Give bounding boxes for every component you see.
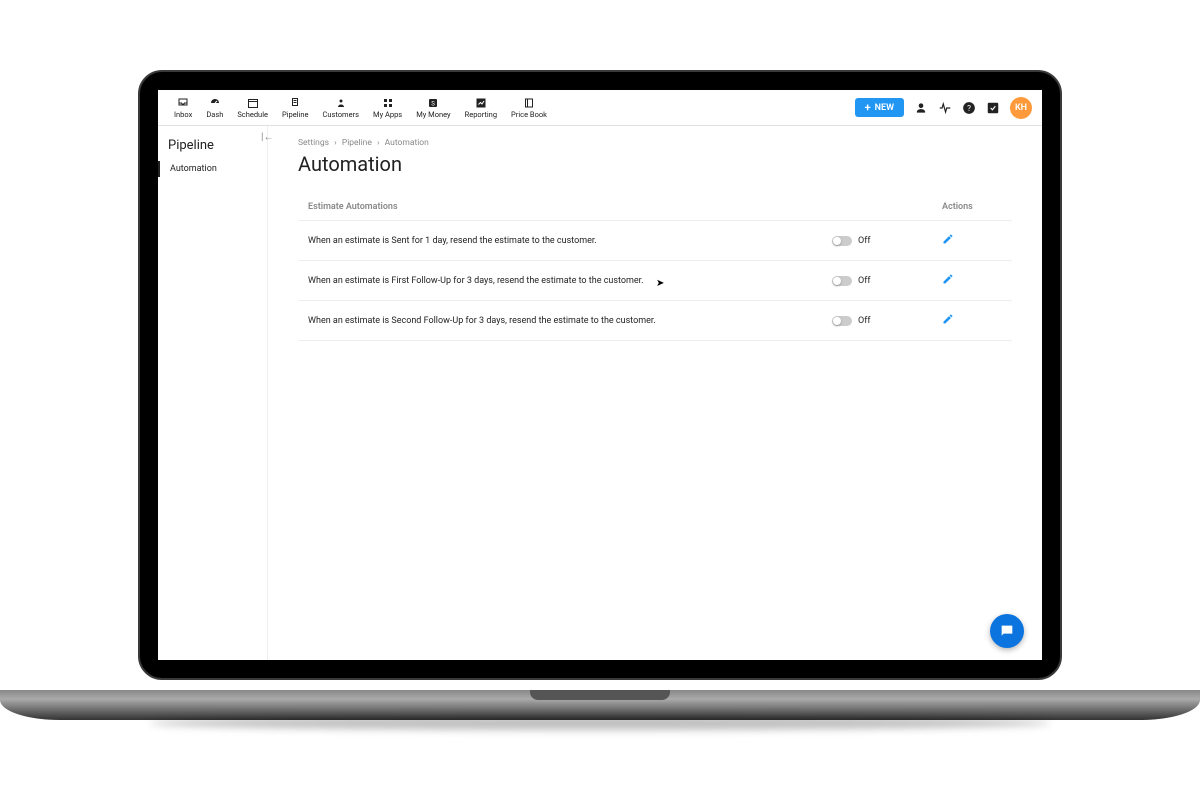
nav-item-my-apps[interactable]: My Apps xyxy=(367,95,408,121)
activity-icon[interactable] xyxy=(938,101,952,115)
body-area: Pipeline Automation |← Settings › Pipeli… xyxy=(158,126,1042,660)
user-icon[interactable] xyxy=(914,101,928,115)
table-header: Estimate Automations Actions xyxy=(298,194,1012,220)
breadcrumb-sep: › xyxy=(377,138,380,148)
nav-item-dash[interactable]: Dash xyxy=(200,95,229,121)
automation-row: When an estimate is Sent for 1 day, rese… xyxy=(298,220,1012,260)
topbar: Inbox Dash Schedule Pipeline Customers My App… xyxy=(158,90,1042,126)
breadcrumb-sep: › xyxy=(334,138,337,148)
dash-icon xyxy=(208,97,222,109)
breadcrumb-item[interactable]: Settings xyxy=(298,138,329,148)
reporting-icon xyxy=(474,97,488,109)
sidebar-item-label: Automation xyxy=(170,164,217,174)
edit-button[interactable] xyxy=(942,318,954,328)
sidebar-item-automation[interactable]: Automation xyxy=(158,161,267,177)
laptop-frame: Inbox Dash Schedule Pipeline Customers My App… xyxy=(138,70,1062,680)
nav-item-reporting[interactable]: Reporting xyxy=(459,95,503,121)
svg-text:?: ? xyxy=(967,102,971,112)
automation-desc: When an estimate is Sent for 1 day, rese… xyxy=(308,236,832,246)
nav-label: Reporting xyxy=(465,110,497,119)
toggle-state: Off xyxy=(858,276,870,286)
pipeline-icon xyxy=(288,97,302,109)
nav-label: Pipeline xyxy=(282,110,309,119)
new-button[interactable]: + NEW xyxy=(855,98,904,117)
page-title: Automation xyxy=(298,152,1012,176)
nav-item-schedule[interactable]: Schedule xyxy=(231,95,274,121)
nav-item-price-book[interactable]: Price Book xyxy=(505,95,553,121)
automation-desc: When an estimate is Second Follow-Up for… xyxy=(308,316,832,326)
nav-item-my-money[interactable]: S My Money xyxy=(410,95,456,121)
breadcrumb: Settings › Pipeline › Automation xyxy=(298,138,1012,148)
toggle-state: Off xyxy=(858,316,870,326)
automation-desc: When an estimate is First Follow-Up for … xyxy=(308,276,832,286)
svg-text:S: S xyxy=(432,100,436,107)
nav-label: Inbox xyxy=(174,110,192,119)
nav-item-inbox[interactable]: Inbox xyxy=(168,95,198,121)
breadcrumb-current: Automation xyxy=(385,138,429,148)
inbox-icon xyxy=(176,97,190,109)
toggle-switch[interactable] xyxy=(832,316,852,326)
edit-button[interactable] xyxy=(942,278,954,288)
customers-icon xyxy=(334,97,348,109)
automation-row: When an estimate is Second Follow-Up for… xyxy=(298,300,1012,341)
breadcrumb-item[interactable]: Pipeline xyxy=(342,138,372,148)
nav-item-customers[interactable]: Customers xyxy=(317,95,366,121)
col-header-left: Estimate Automations xyxy=(308,202,832,212)
nav-label: My Money xyxy=(416,110,450,119)
schedule-icon xyxy=(246,97,260,109)
plus-icon: + xyxy=(865,102,871,113)
sidebar-title: Pipeline xyxy=(158,136,267,161)
toggle-switch[interactable] xyxy=(832,276,852,286)
nav-label: Dash xyxy=(206,110,223,119)
avatar[interactable]: KH xyxy=(1010,97,1032,119)
app-screen: Inbox Dash Schedule Pipeline Customers My App… xyxy=(158,90,1042,660)
laptop-shadow xyxy=(150,716,1050,730)
toggle-state: Off xyxy=(858,236,870,246)
nav-label: Price Book xyxy=(511,110,547,119)
nav-label: My Apps xyxy=(373,110,402,119)
help-icon[interactable]: ? xyxy=(962,101,976,115)
nav-right: + NEW ? KH xyxy=(855,97,1032,119)
col-header-toggle xyxy=(832,202,942,212)
checklist-icon[interactable] xyxy=(986,101,1000,115)
table-body: When an estimate is Sent for 1 day, rese… xyxy=(298,220,1012,341)
collapse-sidebar-icon[interactable]: |← xyxy=(261,132,273,143)
automation-row: When an estimate is First Follow-Up for … xyxy=(298,260,1012,300)
avatar-initials: KH xyxy=(1015,103,1027,113)
apps-icon xyxy=(381,97,395,109)
money-icon: S xyxy=(426,97,440,109)
nav-item-pipeline[interactable]: Pipeline xyxy=(276,95,315,121)
chat-bubble[interactable] xyxy=(990,614,1024,648)
nav-left: Inbox Dash Schedule Pipeline Customers My App… xyxy=(168,95,553,121)
main-content: Settings › Pipeline › Automation Automat… xyxy=(268,126,1042,660)
edit-button[interactable] xyxy=(942,238,954,248)
toggle-switch[interactable] xyxy=(832,236,852,246)
pricebook-icon xyxy=(522,97,536,109)
nav-label: Schedule xyxy=(237,110,268,119)
col-header-right: Actions xyxy=(942,202,1002,212)
new-button-label: NEW xyxy=(875,103,894,113)
sidebar: Pipeline Automation xyxy=(158,126,268,660)
nav-label: Customers xyxy=(323,110,360,119)
